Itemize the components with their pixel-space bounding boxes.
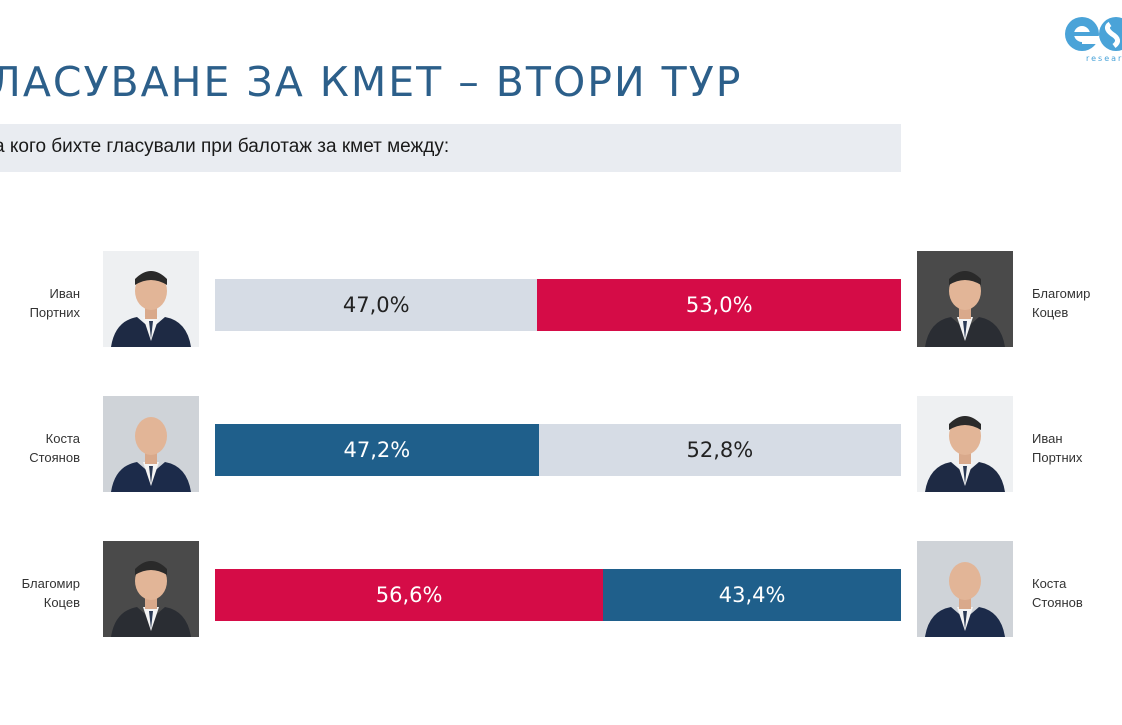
candidate-name-line: Стоянов xyxy=(29,450,80,465)
candidate-name-line: Коста xyxy=(1032,576,1067,591)
candidate-name-line: Иван xyxy=(1032,431,1063,446)
matchup-row: Иван Портних Благомир Коцев 47,0% 53,0% xyxy=(0,251,1122,348)
question-banner xyxy=(0,124,901,172)
right-candidate-photo xyxy=(917,541,1013,637)
right-candidate-photo xyxy=(917,396,1013,492)
candidate-name-line: Коцев xyxy=(43,595,80,610)
candidate-name-line: Стоянов xyxy=(1032,595,1083,610)
left-candidate-photo xyxy=(103,396,199,492)
bar-segment: 47,2% xyxy=(215,424,539,476)
bar-segment: 52,8% xyxy=(538,424,901,476)
candidate-name-line: Портних xyxy=(29,305,80,320)
bar-segment: 47,0% xyxy=(215,279,538,331)
candidate-name-line: Иван xyxy=(49,286,80,301)
left-candidate-name: Коста Стоянов xyxy=(0,429,80,467)
candidate-name-line: Благомир xyxy=(1032,286,1091,301)
left-candidate-photo xyxy=(103,251,199,347)
stacked-bar: 56,6% 43,4% xyxy=(215,569,901,621)
matchup-row: Благомир Коцев Коста Стоянов 56,6% 43,4% xyxy=(0,541,1122,638)
left-candidate-name: Иван Портних xyxy=(0,284,80,322)
matchup-row: Коста Стоянов Иван Портних 47,2% 52,8% xyxy=(0,396,1122,493)
left-candidate-photo xyxy=(103,541,199,637)
right-candidate-name: Благомир Коцев xyxy=(1032,284,1122,322)
question-text: а кого бихте гласували при балотаж за км… xyxy=(0,136,450,157)
bar-segment: 56,6% xyxy=(215,569,604,621)
right-candidate-name: Коста Стоянов xyxy=(1032,574,1122,612)
candidate-name-line: Коста xyxy=(45,431,80,446)
company-logo xyxy=(1065,17,1122,51)
left-candidate-name: Благомир Коцев xyxy=(0,574,80,612)
page-title: ЛАСУВАНЕ ЗА КМЕТ – ВТОРИ ТУР xyxy=(0,58,743,106)
right-candidate-photo xyxy=(917,251,1013,347)
candidate-name-line: Коцев xyxy=(1032,305,1069,320)
stacked-bar: 47,0% 53,0% xyxy=(215,279,901,331)
bar-segment: 53,0% xyxy=(537,279,901,331)
logo-subtext: researc xyxy=(1086,54,1122,63)
stacked-bar: 47,2% 52,8% xyxy=(215,424,901,476)
candidate-name-line: Благомир xyxy=(21,576,80,591)
bar-segment: 43,4% xyxy=(603,569,901,621)
candidate-name-line: Портних xyxy=(1032,450,1083,465)
right-candidate-name: Иван Портних xyxy=(1032,429,1122,467)
